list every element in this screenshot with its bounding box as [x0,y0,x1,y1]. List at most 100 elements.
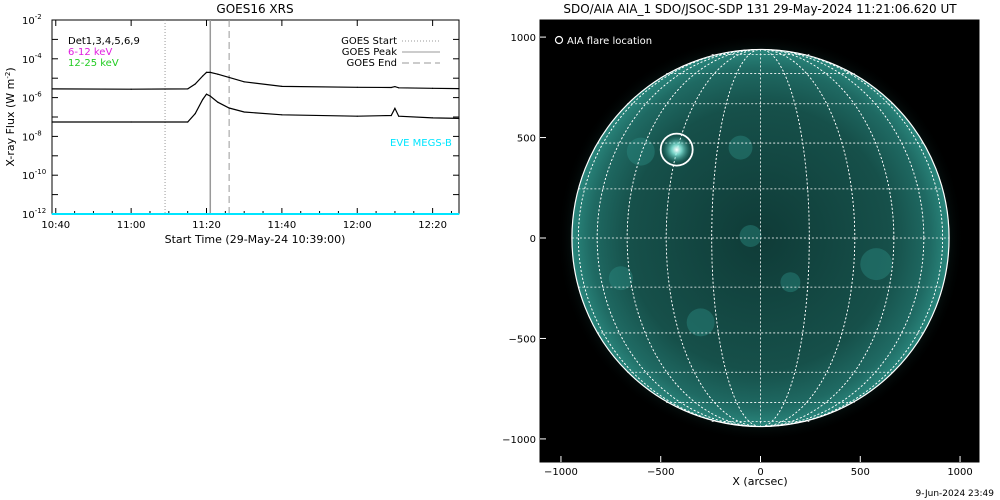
data-point [209,71,211,73]
active-region [780,272,801,293]
active-regions [608,135,893,337]
data-point [432,117,434,119]
goes-chart-title: GOES16 XRS [216,2,293,16]
data-point [398,87,400,89]
channel-label-6-12kev: 6-12 keV [68,47,112,58]
data-point [390,213,392,215]
data-point [209,213,211,215]
data-point [130,88,132,90]
aia-legend-marker [554,35,564,45]
solar-limb [571,48,950,428]
data-point [51,213,53,215]
data-point [394,213,396,215]
data-point [194,213,196,215]
aia-legend-label: AIA flare location [567,36,652,47]
data-point [243,213,245,215]
data-point [228,76,230,78]
aia-x-tick-label: −1000 [544,467,578,478]
data-point [458,213,460,215]
y-tick-label: 10-10 [22,168,46,182]
aia-chart-title: SDO/AIA AIA_1 SDO/JSOC-SDP 131 29-May-20… [563,2,957,16]
legend-goes-end: GOES End [347,58,397,69]
data-point [458,117,460,119]
flare-location-layer [659,132,694,167]
y-tick-label: 10-12 [22,207,46,221]
data-point [51,121,53,123]
channel-label-det: Det1,3,4,5,6,9 [68,36,140,47]
flare-glow [662,135,691,164]
active-region [626,137,655,166]
active-region [686,308,715,337]
data-point [398,115,400,117]
x-tick-label: 10:40 [41,220,70,231]
data-point [458,88,460,90]
goes-legend: GOES Start GOES Peak GOES End [341,36,440,69]
generated-timestamp: 9-Jun-2024 23:49 [916,489,995,499]
goes-plot-frame [51,19,460,215]
data-point [217,101,219,103]
data-point [432,213,434,215]
data-point [187,88,189,90]
aia-x-tick-label: −500 [647,467,674,478]
aia-y-tick-label: 0 [530,234,536,245]
data-point [194,83,196,85]
data-point [398,213,400,215]
data-point [243,111,245,113]
data-point [205,213,208,215]
data-point [228,213,230,215]
data-point [394,107,396,109]
goes-xrs-chart: GOES16 XRS 10-2 10-4 10-6 10-8 10-10 10-1210:… [4,2,460,246]
aia-axes-layer: −1000 −500 0 500 1000 1000 500 0 −500 −1000 [502,33,973,478]
x-tick-label: 12:00 [343,220,372,231]
data-point [394,85,396,88]
data-point [187,121,189,123]
data-point [390,86,392,89]
legend-goes-peak: GOES Peak [342,47,397,58]
aia-x-tick-label: 1000 [947,467,972,478]
goes-y-axis-label: X-ray Flux (W m-2) [4,67,17,166]
channel-label-12-25kev: 12-25 keV [68,58,119,69]
data-point [130,213,132,215]
data-point [217,73,219,75]
x-tick-label: 11:00 [117,220,146,231]
active-region [860,248,893,281]
data-point [356,115,358,117]
aia-x-tick-label: 500 [851,467,870,478]
aia-y-tick-label: −500 [509,334,536,345]
data-point [281,213,283,215]
longitude-line [626,49,895,427]
data-point [228,107,230,109]
x-tick-label: 11:20 [192,220,221,231]
data-point [356,213,358,215]
aia-legend: AIA flare location [554,35,652,47]
data-point [187,213,189,215]
aia-x-axis-label: X (arcsec) [732,475,787,488]
data-point [205,71,208,73]
data-point [243,81,245,83]
aia-y-tick-label: 500 [517,134,536,145]
x-tick-label: 12:20 [418,220,447,231]
data-point [202,213,204,215]
aia-plot-frame [539,19,980,463]
aia-image-chart: SDO/AIA AIA_1 SDO/JSOC-SDP 131 29-May-20… [502,2,994,499]
y-tick-label: 10-6 [22,91,42,105]
y-tick-label: 10-4 [22,52,42,66]
data-point [130,121,132,123]
data-point [217,213,219,215]
legend-goes-start: GOES Start [341,36,397,47]
data-point [209,95,211,97]
goes-x-axis-label: Start Time (29-May-24 10:39:00) [165,233,346,246]
data-point [281,114,283,116]
data-point [202,75,204,77]
goes-event-markers [164,20,230,214]
data-point [432,87,434,89]
active-region [608,266,633,291]
aia-x-tick-label: 0 [757,467,763,478]
data-point [51,88,53,90]
data-point [205,93,208,95]
flare-location-marker [659,132,694,167]
data-point [281,85,283,87]
goes-series-layer [51,71,460,215]
